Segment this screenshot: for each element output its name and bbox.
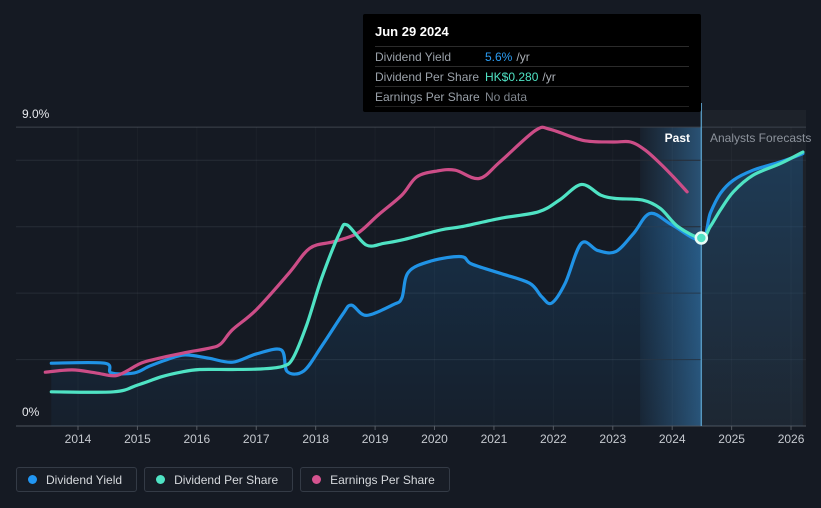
y-axis-max-label: 9.0% bbox=[22, 107, 50, 121]
legend-label: Dividend Per Share bbox=[174, 472, 279, 487]
legend-dot-icon bbox=[156, 475, 166, 484]
legend-label: Earnings Per Share bbox=[330, 472, 435, 487]
tooltip-row-earnings-per-share: Earnings Per Share No data bbox=[375, 86, 689, 107]
legend-item-earnings-per-share[interactable]: Earnings Per Share bbox=[300, 467, 450, 492]
x-tick-label-2021: 2021 bbox=[481, 432, 508, 446]
tooltip-row-dividend-yield: Dividend Yield 5.6% /yr bbox=[375, 46, 689, 66]
x-tick-label-2016: 2016 bbox=[183, 432, 210, 446]
legend-label: Dividend Yield bbox=[46, 472, 123, 487]
legend-item-dividend-yield[interactable]: Dividend Yield bbox=[16, 467, 138, 492]
tooltip-unit: /yr bbox=[516, 49, 530, 64]
x-tick-label-2022: 2022 bbox=[540, 432, 567, 446]
x-tick-label-2019: 2019 bbox=[362, 432, 389, 446]
line-earnings-per-share bbox=[43, 125, 689, 378]
legend-dot-icon bbox=[28, 475, 37, 484]
y-axis-zero-label: 0% bbox=[22, 405, 40, 419]
x-tick-label-2024: 2024 bbox=[659, 432, 686, 446]
hover-marker-dot bbox=[694, 231, 709, 245]
analysts-forecasts-label: Analysts Forecasts bbox=[710, 131, 812, 145]
area-fill-dividend-yield bbox=[51, 153, 803, 426]
chart-tooltip: Jun 29 2024 Dividend Yield 5.6% /yr Divi… bbox=[363, 14, 701, 112]
tooltip-value: HK$0.280 bbox=[485, 69, 539, 84]
x-tick-label-2025: 2025 bbox=[718, 432, 745, 446]
tooltip-label: Dividend Per Share bbox=[375, 69, 480, 84]
tooltip-unit: /yr bbox=[542, 69, 556, 84]
tooltip-label: Dividend Yield bbox=[375, 49, 452, 64]
x-tick-label-2017: 2017 bbox=[243, 432, 270, 446]
tooltip-label: Earnings Per Share bbox=[375, 89, 480, 104]
x-tick-label-2026: 2026 bbox=[778, 432, 805, 446]
x-tick-label-2014: 2014 bbox=[65, 432, 92, 446]
tooltip-row-dividend-per-share: Dividend Per Share HK$0.280 /yr bbox=[375, 66, 689, 86]
legend-dot-icon bbox=[312, 475, 322, 484]
x-tick-label-2018: 2018 bbox=[302, 432, 329, 446]
tooltip-date: Jun 29 2024 bbox=[375, 24, 449, 39]
x-tick-label-2015: 2015 bbox=[124, 432, 151, 446]
legend-item-dividend-per-share[interactable]: Dividend Per Share bbox=[144, 467, 294, 492]
chart-legend: Dividend Yield Dividend Per Share Earnin… bbox=[16, 467, 450, 492]
x-tick-label-2020: 2020 bbox=[421, 432, 448, 446]
tooltip-value: No data bbox=[485, 89, 528, 104]
tooltip-value: 5.6% bbox=[485, 49, 513, 64]
past-label: Past bbox=[664, 131, 690, 145]
x-tick-label-2023: 2023 bbox=[599, 432, 626, 446]
